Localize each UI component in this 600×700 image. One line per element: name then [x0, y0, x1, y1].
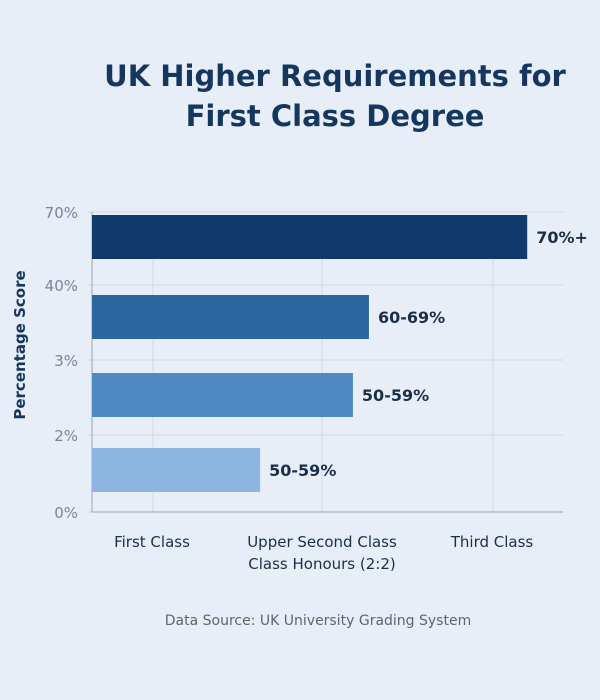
y-tick-label: 40% — [45, 277, 78, 295]
x-tick-label: Third Class — [450, 533, 534, 551]
bar-data-label: 50-59% — [269, 461, 336, 480]
x-tick-label: First Class — [114, 533, 190, 551]
chart-title-line-1: UK Higher Requirements for — [104, 59, 566, 93]
y-tick-label: 0% — [54, 504, 78, 522]
y-tick-label: 2% — [54, 427, 78, 445]
y-tick-label: 3% — [54, 352, 78, 370]
y-tick-label: 70% — [45, 204, 78, 222]
chart-title-line-2: First Class Degree — [185, 99, 485, 133]
x-tick-label: Class Honours (2:2) — [248, 555, 395, 573]
bar-data-label: 50-59% — [362, 386, 429, 405]
y-axis-label: Percentage Score — [11, 270, 29, 419]
bar — [92, 373, 353, 417]
bar-data-label: 60-69% — [378, 308, 445, 327]
bar — [92, 215, 528, 259]
bar — [92, 448, 261, 492]
data-source: Data Source: UK University Grading Syste… — [164, 613, 472, 629]
bar — [92, 295, 369, 339]
x-tick-label: Upper Second Class — [247, 533, 397, 551]
bar-data-label: 70%+ — [536, 228, 588, 247]
chart-title: UK Higher Requirements for First Class D… — [60, 56, 600, 136]
